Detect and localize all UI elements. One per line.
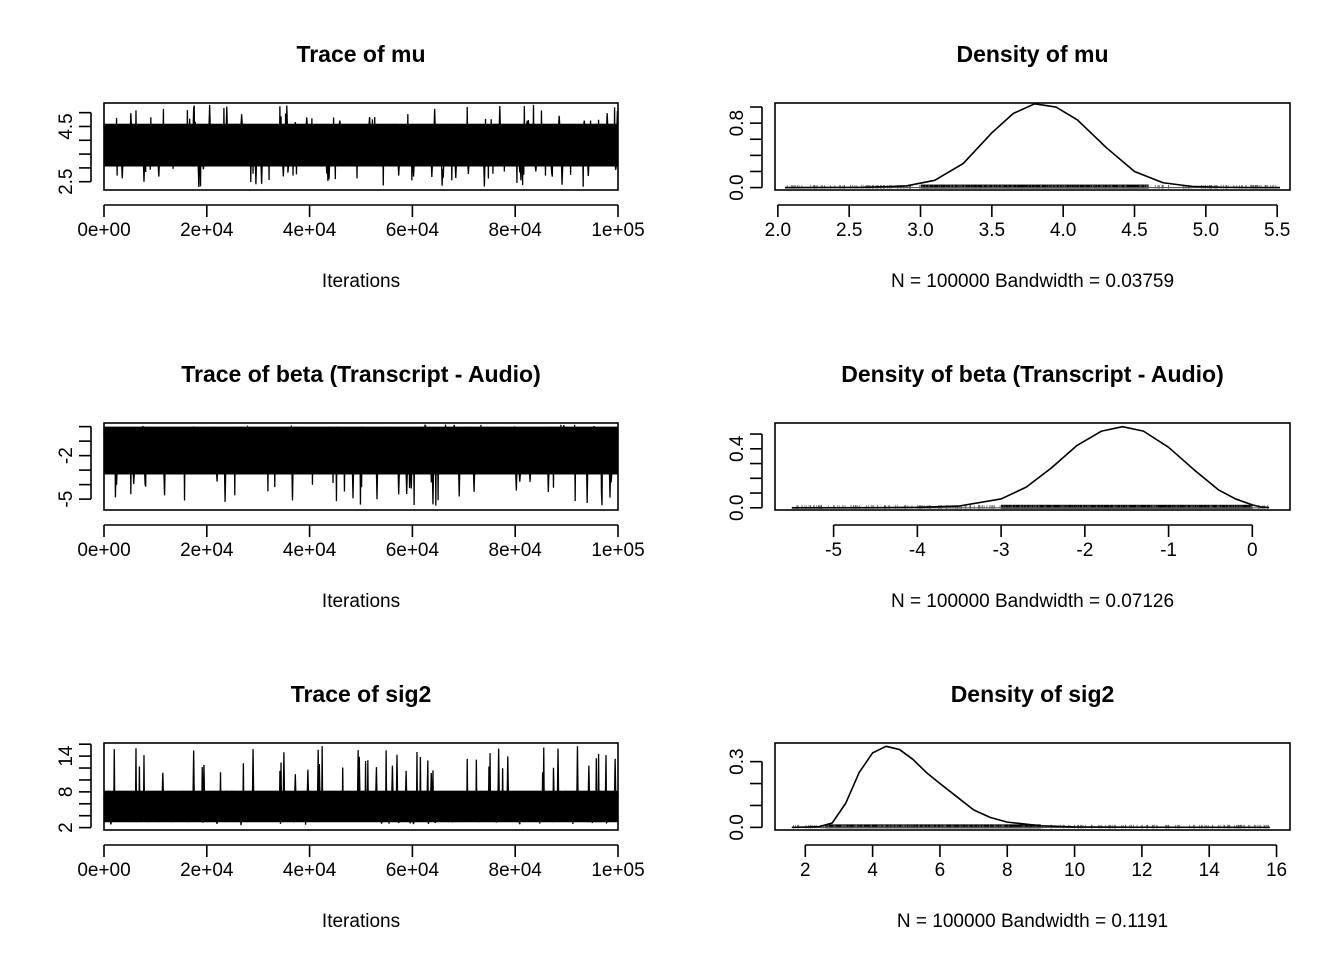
x-tick-label: 4e+04	[283, 540, 337, 561]
x-tick-label: 5.5	[1264, 220, 1290, 241]
x-axis-label: Iterations	[322, 911, 400, 932]
x-tick-label: 2e+04	[180, 220, 234, 241]
plot-panel-3: Density of beta (Transcript - Audio) -5 -4…	[727, 361, 1291, 612]
x-tick-label: 6e+04	[386, 220, 440, 241]
x-tick-label: 6	[935, 860, 946, 881]
density-curve	[784, 103, 1281, 189]
y-tick-label: 0.0	[727, 174, 748, 200]
plot-title: Density of beta (Transcript - Audio)	[841, 361, 1224, 387]
y-axis: 2.5 4.5	[56, 111, 92, 195]
plot-title: Density of sig2	[951, 681, 1115, 707]
x-tick-label: 16	[1266, 860, 1287, 881]
y-axis: 0.0 0.4	[727, 433, 763, 521]
plot-title: Trace of mu	[296, 41, 425, 67]
y-tick-label: -5	[56, 491, 77, 508]
x-axis: 0e+00 2e+04 4e+04 6e+04 8e+04 1e+05	[77, 844, 645, 881]
plot-frame	[774, 422, 1291, 511]
x-tick-label: -2	[1076, 540, 1093, 561]
y-tick-label: -2	[56, 447, 77, 464]
x-tick-label: 2.5	[836, 220, 862, 241]
x-axis: 2 4 6 8 10 12 14 16	[800, 844, 1287, 881]
x-tick-label: 1e+05	[591, 220, 644, 241]
y-tick-label: 4.5	[56, 113, 77, 139]
x-tick-label: 4	[867, 860, 878, 881]
y-tick-label: 0.3	[727, 748, 748, 774]
plot-panel-2: Trace of beta (Transcript - Audio) 0e+00 2…	[56, 361, 645, 612]
x-tick-label: 10	[1064, 860, 1085, 881]
y-tick-label: 2.5	[56, 169, 77, 195]
plot-panel-0: Trace of mu 0e+00 2e+04 4e+04 6e+04 8e+04 1e+0…	[56, 41, 645, 292]
x-tick-label: 8	[1002, 860, 1013, 881]
x-tick-label: 0	[1247, 540, 1258, 561]
trace-line	[103, 104, 619, 187]
x-tick-label: -5	[825, 540, 842, 561]
x-tick-label: 2	[800, 860, 811, 881]
x-tick-label: 6e+04	[386, 860, 440, 881]
x-tick-label: 2.0	[765, 220, 791, 241]
y-axis: 2 8 14	[56, 743, 92, 833]
y-tick-label: 0.4	[727, 435, 748, 462]
plot-panel-4: Trace of sig2 0e+00 2e+04 4e+04 6e+04 8e+04 1e…	[56, 681, 645, 932]
x-tick-label: 3.0	[907, 220, 933, 241]
x-tick-label: -4	[909, 540, 926, 561]
plot-frame	[103, 422, 619, 511]
y-tick-label: 0.0	[727, 814, 748, 840]
x-tick-label: 6e+04	[386, 540, 440, 561]
x-tick-label: 0e+00	[77, 220, 130, 241]
plot-frame	[774, 102, 1291, 191]
y-axis: 0.0 0.3	[727, 748, 763, 841]
plot-frame	[774, 742, 1291, 831]
x-tick-label: -3	[993, 540, 1010, 561]
x-tick-label: 2e+04	[180, 540, 234, 561]
trace-line	[103, 424, 619, 506]
x-axis: 0e+00 2e+04 4e+04 6e+04 8e+04 1e+05	[77, 524, 645, 561]
x-tick-label: 3.5	[979, 220, 1005, 241]
y-tick-label: 2	[56, 822, 77, 833]
y-tick-label: 14	[56, 745, 77, 767]
trace-line	[103, 746, 619, 826]
x-tick-label: 1e+05	[591, 860, 644, 881]
x-tick-label: 4e+04	[283, 220, 337, 241]
x-axis: 0e+00 2e+04 4e+04 6e+04 8e+04 1e+05	[77, 204, 645, 241]
plot-panel-5: Density of sig2 2 4 6 8 10 12 14 16 N = 100000 Ba…	[727, 681, 1291, 932]
x-axis-label: Iterations	[322, 271, 400, 292]
plot-frame	[103, 742, 619, 831]
x-tick-label: 0e+00	[77, 540, 130, 561]
x-tick-label: -1	[1160, 540, 1177, 561]
y-axis: 0.0 0.8	[727, 106, 763, 201]
x-tick-label: 14	[1199, 860, 1221, 881]
x-tick-label: 8e+04	[489, 860, 543, 881]
y-tick-label: 0.8	[727, 110, 748, 136]
x-tick-label: 0e+00	[77, 860, 130, 881]
x-axis-label: N = 100000 Bandwidth = 0.1191	[897, 911, 1168, 932]
plot-frame	[103, 102, 619, 191]
x-axis: 2.0 2.5 3.0 3.5 4.0 4.5 5.0 5.5	[765, 204, 1290, 241]
x-tick-label: 2e+04	[180, 860, 234, 881]
plot-title: Trace of beta (Transcript - Audio)	[181, 361, 541, 387]
y-tick-label: 8	[56, 787, 77, 798]
x-tick-label: 12	[1131, 860, 1152, 881]
x-axis-label: N = 100000 Bandwidth = 0.03759	[891, 271, 1174, 292]
x-tick-label: 4.0	[1050, 220, 1076, 241]
density-curve	[791, 745, 1270, 829]
plot-title: Trace of sig2	[291, 681, 432, 707]
x-tick-label: 8e+04	[489, 220, 543, 241]
density-curve	[791, 425, 1270, 509]
x-axis: -5 -4 -3 -2 -1 0	[825, 524, 1258, 561]
rug-dense-band	[825, 824, 1041, 829]
x-tick-label: 1e+05	[591, 540, 644, 561]
x-axis-label: N = 100000 Bandwidth = 0.07126	[891, 591, 1174, 612]
x-tick-label: 5.0	[1193, 220, 1219, 241]
plot-panel-1: Density of mu 2.0 2.5 3.0 3.5 4.0 4.5 5.0 5.5 N =…	[727, 41, 1291, 292]
x-tick-label: 8e+04	[489, 540, 543, 561]
rug-dense-band	[1001, 504, 1253, 509]
y-axis: -5 -2	[56, 425, 92, 508]
x-tick-label: 4.5	[1121, 220, 1147, 241]
rug-dense-band	[920, 184, 1149, 189]
x-tick-label: 4e+04	[283, 860, 337, 881]
x-axis-label: Iterations	[322, 591, 400, 612]
plot-title: Density of mu	[956, 41, 1108, 67]
y-tick-label: 0.0	[727, 495, 748, 521]
